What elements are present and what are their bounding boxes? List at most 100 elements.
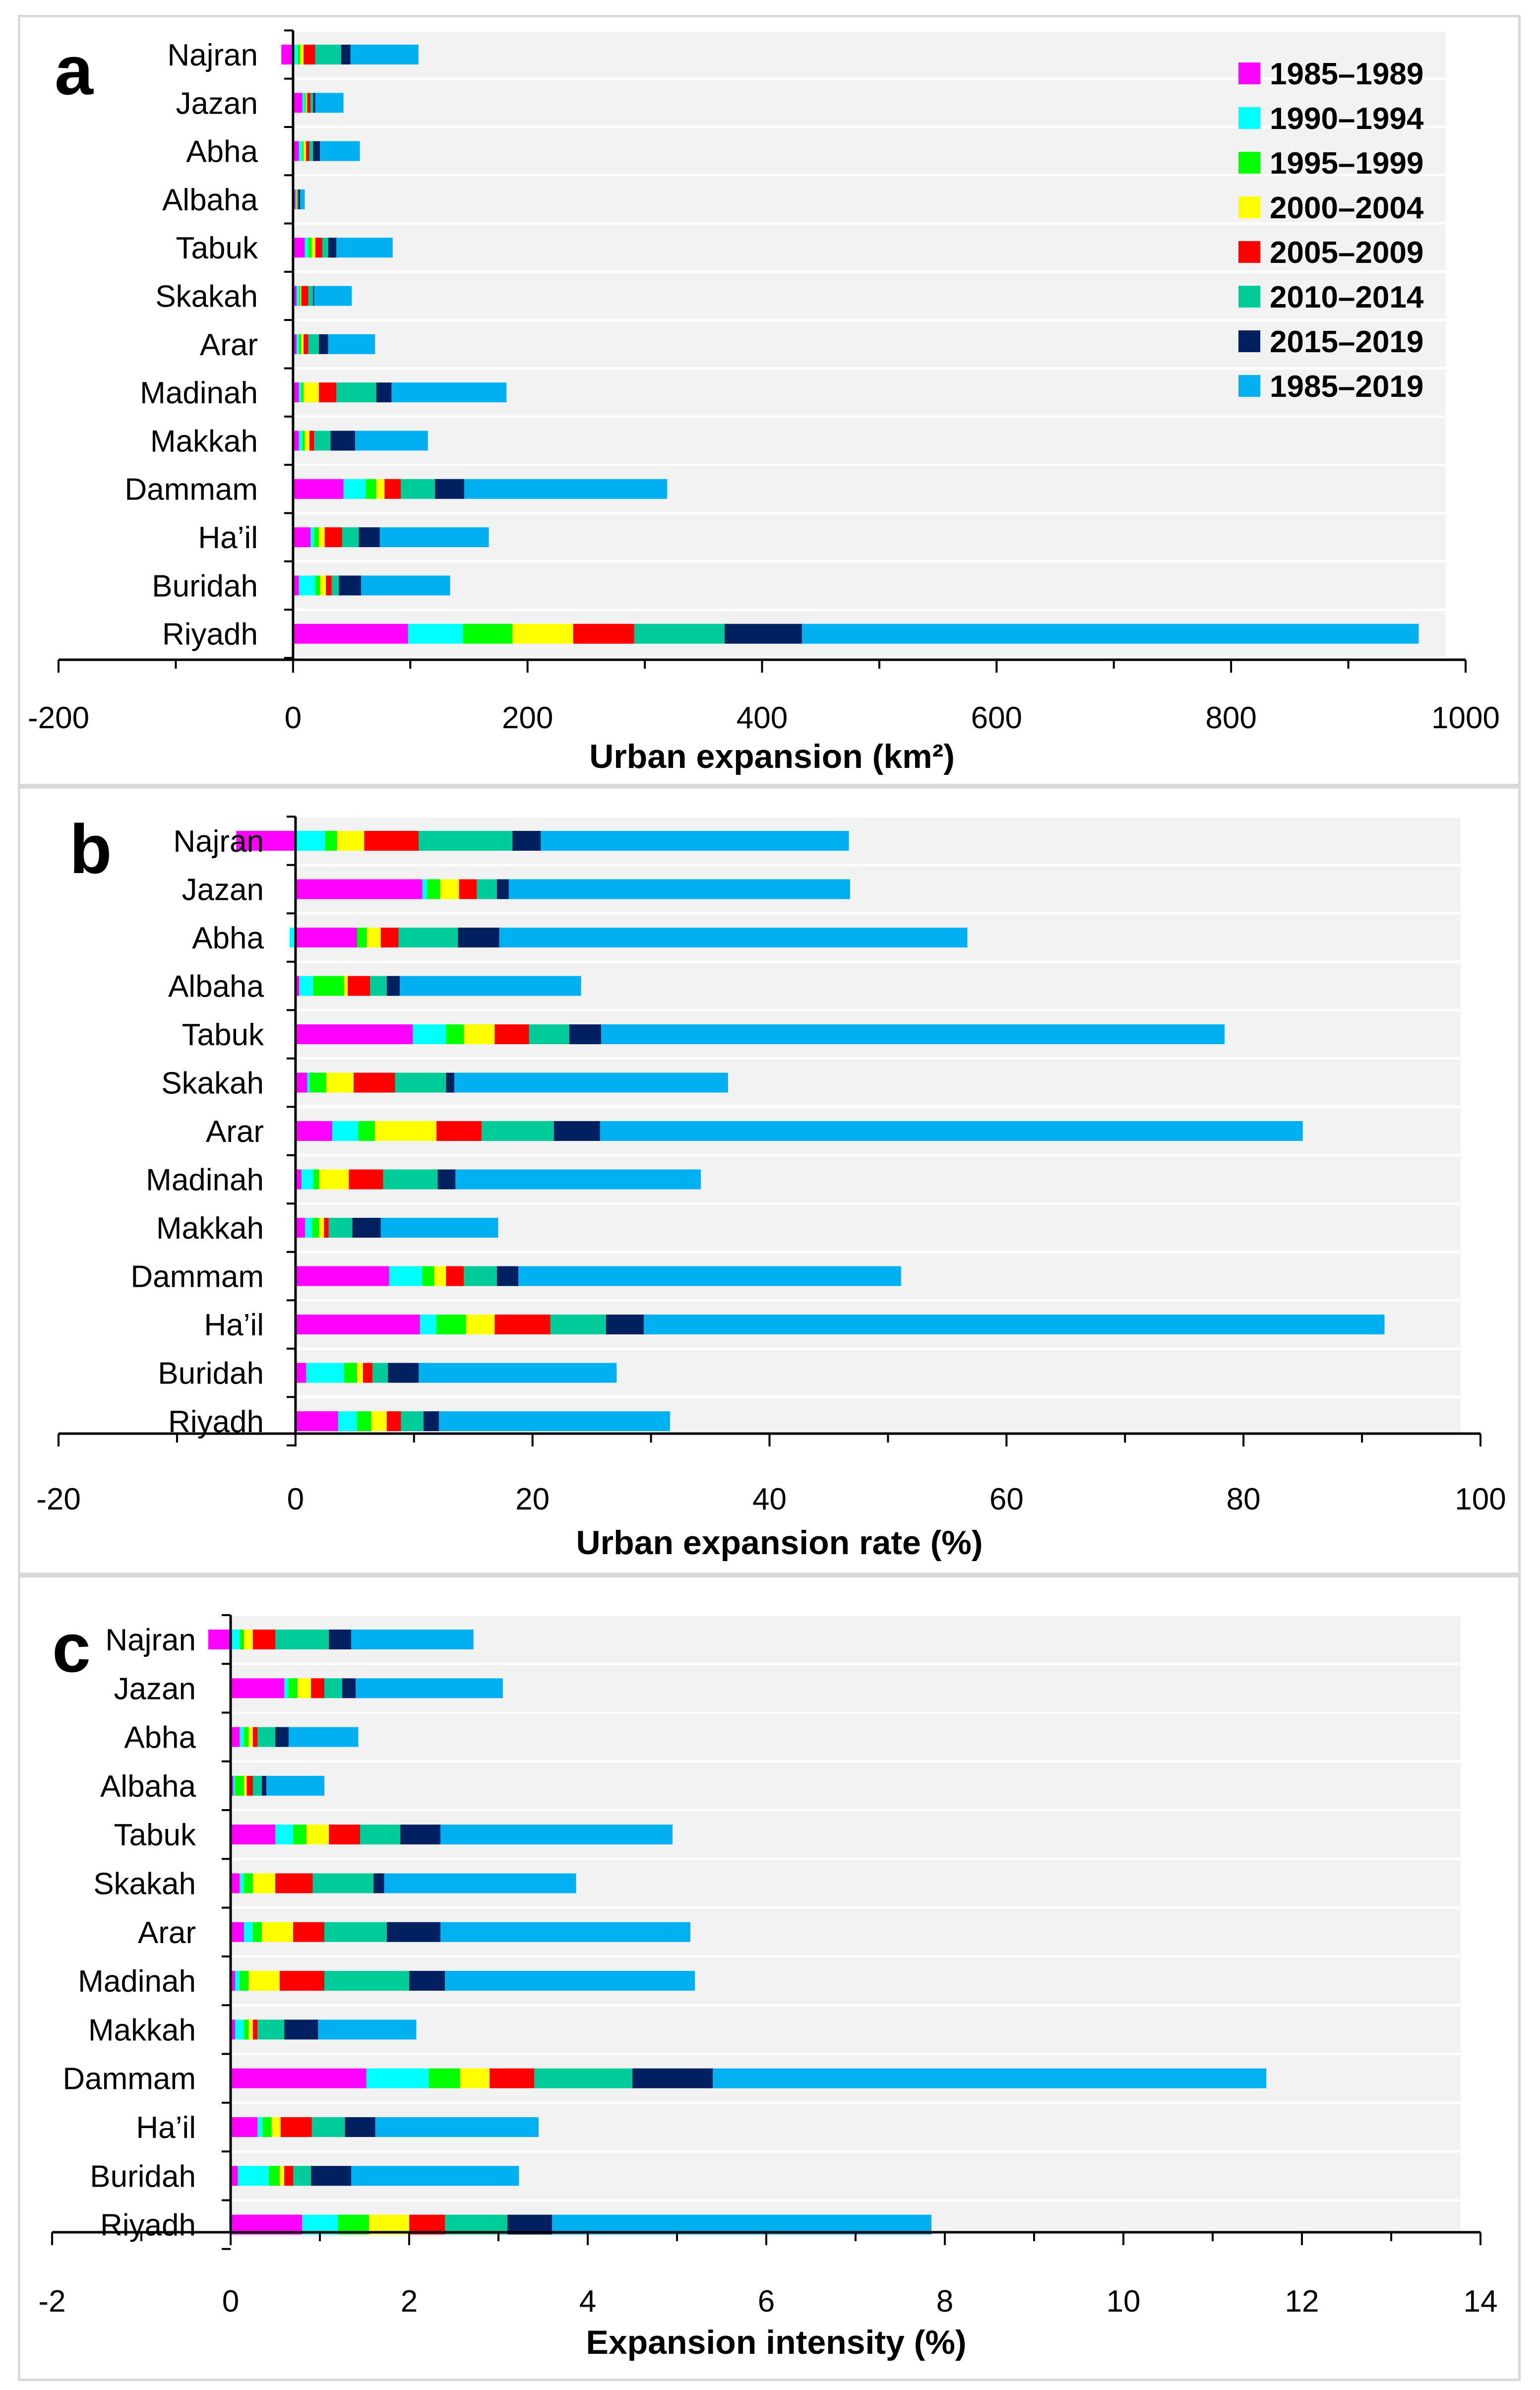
bar-segment: [440, 879, 459, 899]
bar-segment: [363, 1363, 373, 1383]
legend-swatch: [1238, 107, 1260, 129]
bar-segment: [248, 1971, 280, 1991]
bar-segment: [308, 286, 313, 306]
bar-segment: [262, 1775, 266, 1796]
bar-segment: [464, 1266, 497, 1286]
bar-segment: [299, 976, 313, 996]
bar-segment: [306, 93, 308, 113]
bar-segment: [299, 382, 302, 403]
bar-segment: [289, 1678, 298, 1698]
bar-segment: [464, 1024, 495, 1044]
bar-segment: [300, 286, 302, 306]
x-tick-label: 400: [737, 701, 788, 735]
bar-segment: [296, 334, 299, 354]
bar-segment: [342, 527, 359, 547]
bar-segment: [295, 1024, 413, 1044]
bar-segment: [297, 189, 298, 209]
bar-segment: [496, 879, 509, 899]
bar-segment: [389, 1266, 423, 1286]
category-label: Madinah: [140, 376, 258, 410]
legend-swatch: [1238, 375, 1260, 397]
bar-segment: [384, 479, 401, 499]
bar-segment: [423, 1411, 439, 1431]
category-label: Skakah: [161, 1067, 264, 1101]
bar-segment: [337, 831, 365, 851]
bar-segment: [231, 2166, 238, 2186]
bar-segment: [374, 1121, 437, 1141]
bar-segment: [296, 189, 297, 209]
bar-segment: [310, 527, 314, 547]
bar-segment: [231, 1630, 240, 1649]
bar-segment: [569, 1024, 602, 1044]
legend-swatch: [1238, 286, 1260, 308]
bar-segment: [336, 238, 393, 258]
bar-segment: [357, 928, 367, 947]
bar-segment: [350, 45, 419, 64]
bar-segment: [358, 1121, 375, 1141]
bar-segment: [320, 141, 360, 161]
bar-segment: [606, 1315, 644, 1334]
bar-segment: [244, 1873, 253, 1893]
bar-segment: [295, 1121, 332, 1141]
bar-segment: [601, 1024, 1225, 1044]
bar-segment: [253, 2019, 257, 2040]
bar-segment: [713, 2068, 1266, 2088]
bar-segment: [240, 1727, 244, 1747]
bar-segment: [364, 831, 419, 851]
x-tick-label: 10: [1107, 2284, 1141, 2319]
bar-segment: [240, 1971, 248, 1991]
bar-segment: [293, 45, 298, 64]
bar-segment: [307, 1072, 310, 1093]
bar-segment: [419, 831, 513, 851]
bar-segment: [253, 1727, 257, 1747]
bar-segment: [366, 2068, 429, 2088]
bar-segment: [233, 1775, 235, 1796]
category-label: Tabuk: [182, 1018, 264, 1052]
bar-segment: [541, 831, 849, 851]
bar-segment: [318, 382, 337, 403]
bar-segment: [231, 1922, 244, 1942]
bar-segment: [318, 2019, 417, 2040]
bar-segment: [336, 382, 376, 403]
legend-swatch: [1238, 63, 1260, 84]
bar-segment: [315, 45, 341, 64]
bar-segment: [305, 431, 309, 451]
bar-segment: [236, 831, 296, 851]
bar-segment: [302, 93, 305, 113]
bar-segment: [275, 1824, 293, 1845]
bar-segment: [295, 879, 423, 899]
panel-a-chart: Najran Jazan Abha Albaha Tabuk Skakah Arar Madi…: [28, 29, 1500, 775]
bar-segment: [359, 527, 380, 547]
x-tick-label: 40: [752, 1482, 787, 1516]
bar-segment: [328, 334, 375, 354]
bar-segment: [419, 1363, 617, 1383]
bar-segment: [295, 1411, 338, 1431]
x-axis-title: Urban expansion rate (%): [576, 1524, 983, 1562]
bar-segment: [266, 1775, 324, 1796]
bar-segment: [275, 1873, 313, 1893]
bar-segment: [253, 1873, 275, 1893]
bar-segment: [235, 1971, 240, 1991]
bar-segment: [301, 286, 308, 306]
x-tick-label: 100: [1455, 1482, 1506, 1516]
category-label: Arar: [200, 328, 258, 362]
bar-segment: [494, 1315, 551, 1334]
bar-segment: [299, 575, 315, 596]
bar-segment: [400, 976, 581, 996]
x-tick-label: 0: [285, 701, 302, 735]
bar-segment: [437, 1169, 456, 1190]
bar-segment: [304, 334, 308, 354]
bar-segment: [244, 1727, 248, 1747]
bar-segment: [376, 479, 385, 499]
bar-segment: [338, 1411, 358, 1431]
x-axis-title: Urban expansion (km²): [589, 738, 955, 775]
panel-label: a: [55, 31, 94, 109]
category-label: Ha’il: [136, 2111, 196, 2145]
bar-segment: [306, 1363, 344, 1383]
legend-swatch: [1238, 241, 1260, 263]
bar-segment: [434, 1266, 446, 1286]
bar-segment: [379, 527, 489, 547]
category-label: Albaha: [162, 183, 258, 217]
bar-segment: [307, 93, 311, 113]
bar-segment: [313, 976, 344, 996]
